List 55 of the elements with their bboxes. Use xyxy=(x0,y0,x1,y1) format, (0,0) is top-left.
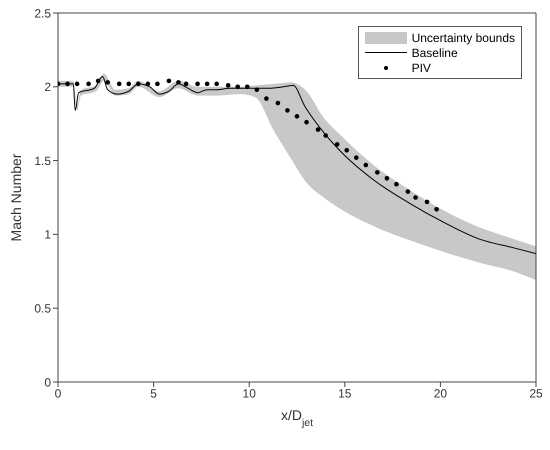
x-axis-title: x/D$_{jet}$ xyxy=(280,407,314,429)
point xyxy=(344,148,350,153)
point xyxy=(74,82,80,86)
point xyxy=(166,78,172,84)
y-axis-title: Mach Number xyxy=(8,153,24,242)
legend-label: Uncertainty bounds xyxy=(412,30,515,44)
point xyxy=(136,82,141,86)
legend-label: Baseline xyxy=(412,46,458,60)
point xyxy=(264,96,269,101)
point xyxy=(226,83,230,88)
point xyxy=(304,120,309,125)
point xyxy=(394,182,399,187)
point xyxy=(434,207,439,212)
point xyxy=(276,100,280,106)
point xyxy=(105,80,110,85)
point xyxy=(364,162,368,168)
point xyxy=(214,82,219,86)
point xyxy=(334,142,340,147)
point xyxy=(116,82,122,86)
point xyxy=(96,78,100,84)
x-tick-label: 15 xyxy=(338,386,352,401)
x-tick-label: 5 xyxy=(150,386,158,401)
point xyxy=(155,82,160,86)
point xyxy=(316,127,320,132)
point xyxy=(323,133,328,138)
y-tick-label: 2 xyxy=(44,80,52,94)
point xyxy=(406,189,410,194)
x-tick-label: 25 xyxy=(529,386,543,401)
y-tick-label: 2.5 xyxy=(34,6,52,20)
x-tick-label: 10 xyxy=(242,386,256,401)
point xyxy=(146,82,150,86)
point xyxy=(384,176,390,181)
point xyxy=(126,82,132,86)
point xyxy=(285,108,290,113)
y-tick-label: 1.5 xyxy=(34,154,52,168)
point xyxy=(354,155,359,160)
point xyxy=(184,82,188,86)
x-tick-label: 0 xyxy=(54,386,62,401)
point xyxy=(176,80,181,85)
y-tick-label: 0.5 xyxy=(34,301,52,316)
legend-label: PIV xyxy=(412,60,431,74)
x-tick-label: 20 xyxy=(434,386,448,401)
y-tick-label: 1 xyxy=(44,228,52,242)
y-tick-label: 0 xyxy=(44,375,52,390)
point xyxy=(424,200,430,204)
point xyxy=(244,84,250,90)
point xyxy=(195,82,200,86)
point xyxy=(294,114,300,119)
point xyxy=(413,195,418,200)
point xyxy=(254,87,260,92)
point xyxy=(235,84,240,90)
point xyxy=(375,170,380,175)
point xyxy=(86,82,91,86)
point xyxy=(65,82,70,86)
point xyxy=(204,82,210,86)
